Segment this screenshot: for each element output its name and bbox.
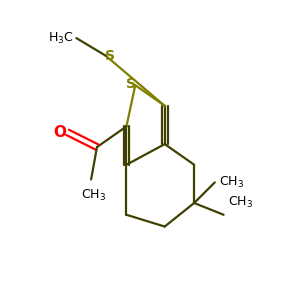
Text: O: O xyxy=(54,125,67,140)
Text: H$_3$C: H$_3$C xyxy=(48,31,74,46)
Text: CH$_3$: CH$_3$ xyxy=(228,195,253,210)
Text: S: S xyxy=(126,77,136,91)
Text: S: S xyxy=(105,49,115,63)
Text: CH$_3$: CH$_3$ xyxy=(82,188,106,203)
Text: CH$_3$: CH$_3$ xyxy=(219,175,244,190)
